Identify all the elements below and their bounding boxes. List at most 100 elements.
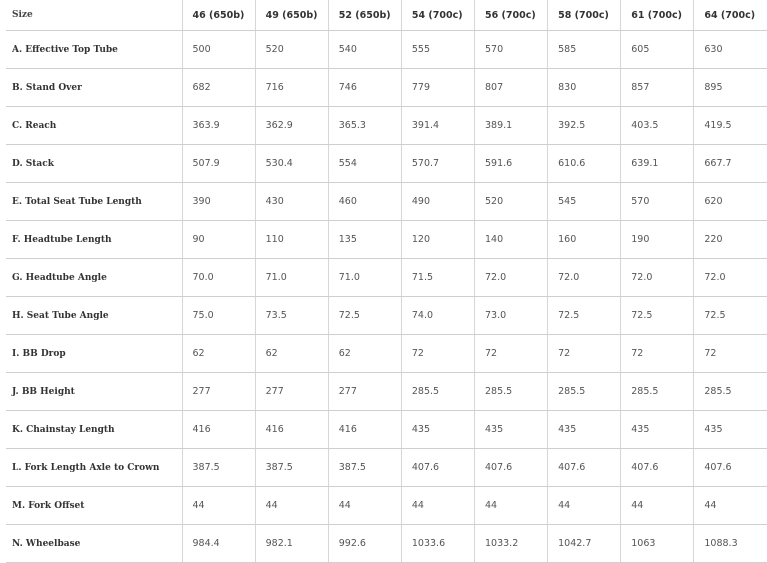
column-header: 52 (650b)	[327, 0, 402, 31]
column-header: 54 (700c)	[400, 0, 475, 31]
table-cell: 44	[547, 486, 621, 525]
table-cell: 72.0	[547, 258, 621, 297]
row-label: M. Fork Offset	[6, 486, 182, 525]
table-cell: 500	[181, 30, 256, 69]
table-cell: 71.5	[400, 258, 475, 297]
row-label: K. Chainstay Length	[6, 410, 182, 449]
table-cell: 392.5	[547, 106, 621, 145]
table-cell: 72.0	[620, 258, 694, 297]
table-cell: 435	[473, 410, 548, 449]
table-cell: 62	[181, 334, 256, 373]
table-cell: 984.4	[181, 524, 256, 563]
table-cell: 44	[473, 486, 548, 525]
table-cell: 591.6	[473, 144, 548, 183]
table-cell: 830	[547, 68, 621, 107]
table-cell: 190	[620, 220, 694, 259]
table-cell: 779	[400, 68, 475, 107]
table-cell: 391.4	[400, 106, 475, 145]
table-cell: 72	[547, 334, 621, 373]
table-row: E. Total Seat Tube Length 390 430 460 490 520…	[6, 182, 767, 221]
column-header: 61 (700c)	[620, 0, 694, 31]
geometry-table: Size 46 (650b) 49 (650b) 52 (650b) 54 (700c)…	[6, 0, 767, 563]
table-row: B. Stand Over 682 716 746 779 807 830 857 895	[6, 68, 767, 107]
column-header: 46 (650b)	[181, 0, 256, 31]
table-cell: 160	[547, 220, 621, 259]
table-cell: 540	[327, 30, 402, 69]
table-cell: 285.5	[547, 372, 621, 411]
row-label: H. Seat Tube Angle	[6, 296, 182, 335]
row-label: J. BB Height	[6, 372, 182, 411]
table-cell: 90	[181, 220, 256, 259]
table-cell: 435	[693, 410, 767, 449]
table-cell: 277	[181, 372, 256, 411]
column-header: 56 (700c)	[473, 0, 548, 31]
table-cell: 72.5	[547, 296, 621, 335]
table-cell: 430	[254, 182, 329, 221]
table-cell: 72	[693, 334, 767, 373]
table-row: D. Stack 507.9 530.4 554 570.7 591.6 610.6 639.…	[6, 144, 767, 183]
table-cell: 72.5	[327, 296, 402, 335]
row-label: A. Effective Top Tube	[6, 30, 182, 69]
table-cell: 630	[693, 30, 767, 69]
table-cell: 639.1	[620, 144, 694, 183]
table-cell: 1033.6	[400, 524, 475, 563]
table-cell: 407.6	[693, 448, 767, 487]
table-cell: 555	[400, 30, 475, 69]
table-cell: 135	[327, 220, 402, 259]
table-row: M. Fork Offset 44 44 44 44 44 44 44 44	[6, 486, 767, 525]
header-row: Size 46 (650b) 49 (650b) 52 (650b) 54 (700c)…	[6, 0, 767, 31]
table-cell: 73.0	[473, 296, 548, 335]
table-cell: 285.5	[693, 372, 767, 411]
table-cell: 389.1	[473, 106, 548, 145]
row-label: G. Headtube Angle	[6, 258, 182, 297]
table-cell: 62	[327, 334, 402, 373]
table-cell: 1088.3	[693, 524, 767, 563]
column-header: 58 (700c)	[547, 0, 621, 31]
row-label: C. Reach	[6, 106, 182, 145]
table-cell: 605	[620, 30, 694, 69]
table-cell: 74.0	[400, 296, 475, 335]
table-cell: 110	[254, 220, 329, 259]
table-cell: 407.6	[620, 448, 694, 487]
table-cell: 72.5	[693, 296, 767, 335]
table-row: K. Chainstay Length 416 416 416 435 435 435 435…	[6, 410, 767, 449]
table-cell: 387.5	[254, 448, 329, 487]
table-row: J. BB Height 277 277 277 285.5 285.5 285.5 285.…	[6, 372, 767, 411]
table-cell: 44	[620, 486, 694, 525]
table-cell: 507.9	[181, 144, 256, 183]
table-cell: 285.5	[620, 372, 694, 411]
table-row: C. Reach 363.9 362.9 365.3 391.4 389.1 392.5 40…	[6, 106, 767, 145]
table-cell: 72.0	[473, 258, 548, 297]
table-cell: 520	[473, 182, 548, 221]
table-cell: 387.5	[327, 448, 402, 487]
table-cell: 667.7	[693, 144, 767, 183]
table-cell: 62	[254, 334, 329, 373]
table-cell: 807	[473, 68, 548, 107]
table-cell: 407.6	[547, 448, 621, 487]
table-cell: 682	[181, 68, 256, 107]
table-cell: 416	[181, 410, 256, 449]
table-cell: 716	[254, 68, 329, 107]
table-cell: 362.9	[254, 106, 329, 145]
row-label: I. BB Drop	[6, 334, 182, 373]
table-cell: 44	[181, 486, 256, 525]
table-cell: 387.5	[181, 448, 256, 487]
table-cell: 435	[400, 410, 475, 449]
table-cell: 363.9	[181, 106, 256, 145]
table-cell: 72	[473, 334, 548, 373]
table-cell: 220	[693, 220, 767, 259]
table-cell: 75.0	[181, 296, 256, 335]
row-label: E. Total Seat Tube Length	[6, 182, 182, 221]
table-cell: 72	[400, 334, 475, 373]
table-cell: 857	[620, 68, 694, 107]
table-row: F. Headtube Length 90 110 135 120 140 160 190 22…	[6, 220, 767, 259]
row-label: B. Stand Over	[6, 68, 182, 107]
table-cell: 620	[693, 182, 767, 221]
table-cell: 545	[547, 182, 621, 221]
table-cell: 44	[400, 486, 475, 525]
table-cell: 435	[620, 410, 694, 449]
row-label: F. Headtube Length	[6, 220, 182, 259]
table-cell: 1042.7	[547, 524, 621, 563]
table-cell: 490	[400, 182, 475, 221]
table-cell: 71.0	[327, 258, 402, 297]
